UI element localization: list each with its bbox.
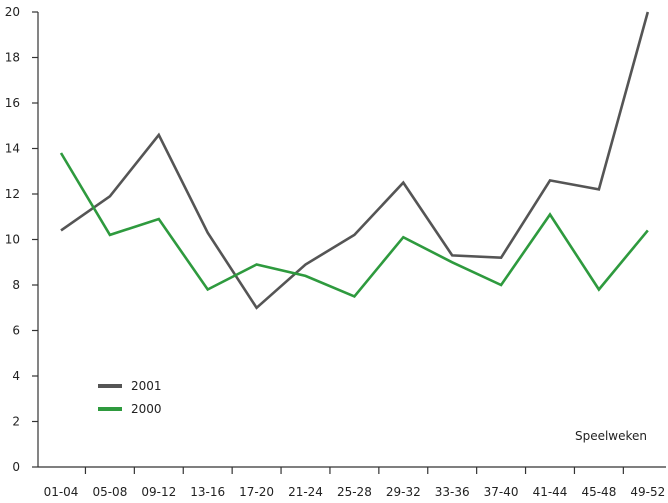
x-tick-label: 25-28: [337, 485, 372, 499]
series-lines: [59, 11, 650, 310]
y-tick-label: 8: [12, 278, 20, 292]
x-tick-label: 09-12: [141, 485, 176, 499]
x-tick-label: 05-08: [92, 485, 127, 499]
y-tick-label: 20: [5, 5, 20, 19]
x-tick-label: 13-16: [190, 485, 225, 499]
y-tick-label: 10: [5, 233, 20, 247]
series-line-2001: [60, 11, 650, 310]
y-tick-label: 18: [5, 51, 20, 65]
x-axis-ticks: 01-04 05-08 09-12 13-16 17-20 21-24 25-28 29-32…: [44, 467, 665, 499]
y-tick-label: 14: [5, 142, 20, 156]
x-tick-label: 21-24: [288, 485, 323, 499]
y-tick-label: 4: [12, 369, 20, 383]
x-axis-label: Speelweken: [575, 429, 647, 443]
x-tick-label: 29-32: [386, 485, 421, 499]
x-tick-label: 49-52: [630, 485, 665, 499]
series-line-2000: [59, 152, 649, 298]
x-tick-label: 41-44: [533, 485, 568, 499]
y-tick-label: 2: [12, 415, 20, 429]
y-tick-label: 12: [5, 187, 20, 201]
y-tick-label: 0: [12, 460, 20, 474]
x-tick-label: 01-04: [44, 485, 79, 499]
x-tick-label: 37-40: [484, 485, 519, 499]
y-axis-ticks: 0 2 4 6 8 10 12 14 16 18 20: [5, 5, 38, 474]
x-tick-label: 33-36: [435, 485, 470, 499]
x-tick-label: 17-20: [239, 485, 274, 499]
y-tick-label: 6: [12, 324, 20, 338]
legend-label: 2000: [131, 402, 162, 416]
axes: [37, 12, 666, 468]
y-tick-label: 16: [5, 96, 20, 110]
x-tick-label: 45-48: [581, 485, 616, 499]
legend-label: 2001: [131, 379, 162, 393]
legend: 2001 2000: [98, 379, 162, 416]
